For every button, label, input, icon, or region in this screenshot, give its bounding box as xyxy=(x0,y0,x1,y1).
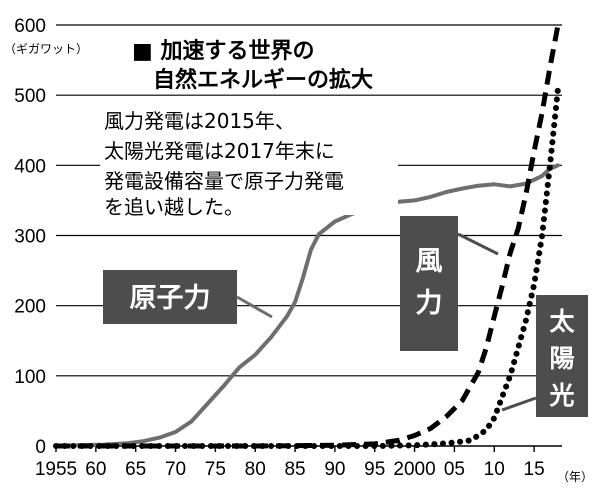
y-tick-label-600: 600 xyxy=(14,16,46,37)
y-tick-label-100: 100 xyxy=(14,367,46,388)
x-tick-label-1995: 95 xyxy=(364,459,385,480)
annotation-note: 風力発電は2015年、 太陽光発電は2017年末に 発電設備容量で原子力発電 を… xyxy=(100,101,398,219)
series-line-solar xyxy=(53,85,561,449)
solar-label-char-1: 太 xyxy=(549,307,575,336)
x-tick-label-1975: 75 xyxy=(205,459,226,480)
chart-title: ■ 加速する世界の 自然エネルギーの拡大 xyxy=(132,36,524,94)
series-line-nuclear xyxy=(54,163,560,448)
y-tick-label-500: 500 xyxy=(14,86,46,107)
x-tick-label-1965: 65 xyxy=(125,459,146,480)
y-tick-label-200: 200 xyxy=(14,297,46,318)
x-tick-label-2010: 10 xyxy=(484,459,505,480)
x-tick-label-1955: 1955 xyxy=(35,459,77,480)
y-tick-label-0: 0 xyxy=(35,437,46,458)
x-tick-label-1960: 60 xyxy=(85,459,106,480)
nuclear-leader-line xyxy=(236,295,273,319)
annotation-line-2: 太陽光発電は2017年末に xyxy=(104,139,335,163)
series-lines xyxy=(53,24,561,449)
y-tick-label-300: 300 xyxy=(14,227,46,248)
x-axis-unit-label: （年） xyxy=(557,470,593,484)
series-label-nuclear: 原子力 xyxy=(103,270,273,324)
annotation-line-3: 発電設備容量で原子力発電 xyxy=(104,169,344,193)
nuclear-label-text: 原子力 xyxy=(130,283,211,314)
nuclear-label-box xyxy=(103,270,237,324)
x-tick-label-2005: 05 xyxy=(444,459,465,480)
solar-label-char-2: 陽 xyxy=(549,344,574,373)
annotation-line-4: を追い越した。 xyxy=(104,195,244,219)
y-axis-unit-label: （ギガワット） xyxy=(4,42,88,56)
x-tick-label-1985: 85 xyxy=(284,459,305,480)
series-line-wind xyxy=(56,24,561,449)
axis-ticks: 0 100 200 300 400 500 600 1955 60 65 70 75 80 85 90 95 2… xyxy=(14,16,544,480)
wind-label-char-2: 力 xyxy=(416,288,443,319)
wind-label-char-1: 風 xyxy=(416,246,443,277)
y-tick-label-400: 400 xyxy=(14,156,46,177)
wind-label-box xyxy=(400,216,458,351)
x-tick-label-1970: 70 xyxy=(165,459,186,480)
title-background xyxy=(132,36,524,94)
x-tick-label-2000: 2000 xyxy=(393,459,435,480)
annotation-line-1: 風力発電は2015年、 xyxy=(104,109,295,133)
x-tick-label-1990: 90 xyxy=(324,459,345,480)
solar-label-char-3: 光 xyxy=(548,381,574,410)
x-tick-label-1980: 80 xyxy=(245,459,266,480)
x-tick-label-2015: 15 xyxy=(524,459,545,480)
title-line-1: ■ 加速する世界の xyxy=(132,38,314,64)
solar-label-box xyxy=(536,295,588,417)
series-label-solar: 太 陽 光 xyxy=(501,295,588,417)
series-label-wind: 風 力 xyxy=(400,216,499,351)
annotation-background xyxy=(100,101,398,215)
wind-leader-line xyxy=(457,232,499,256)
title-line-2: 自然エネルギーの拡大 xyxy=(153,67,373,93)
solar-leader-line xyxy=(501,396,537,412)
